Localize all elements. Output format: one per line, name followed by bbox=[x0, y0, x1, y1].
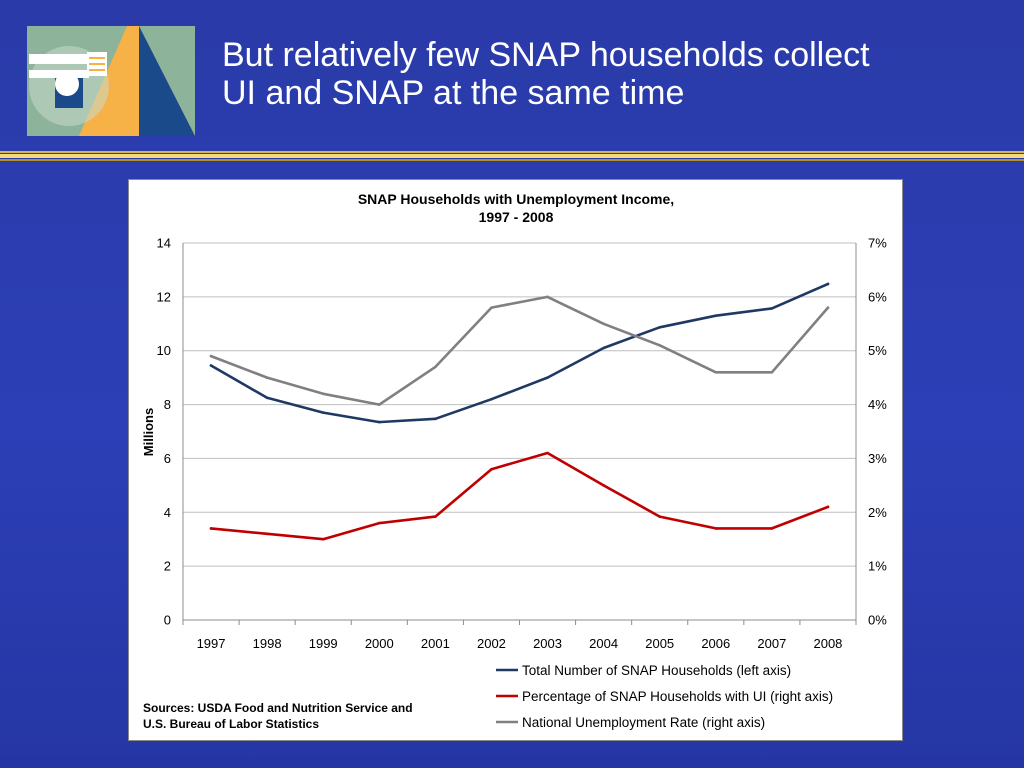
x-axis-tick-label: 2000 bbox=[365, 636, 394, 651]
legend-label: Percentage of SNAP Households with UI (r… bbox=[522, 689, 833, 704]
data-point bbox=[658, 515, 662, 518]
series-lines bbox=[209, 282, 830, 541]
data-point bbox=[826, 282, 830, 286]
x-axis-tick-label: 2006 bbox=[701, 636, 730, 651]
x-axis-tick-label: 2008 bbox=[813, 636, 842, 651]
data-point bbox=[770, 370, 774, 374]
data-point bbox=[602, 322, 605, 326]
right-axis-tick-label: 6% bbox=[868, 289, 887, 304]
left-axis-tick-label: 2 bbox=[164, 559, 171, 574]
data-point bbox=[377, 420, 381, 424]
data-point bbox=[490, 306, 493, 309]
data-point bbox=[209, 354, 213, 358]
right-axis-tick-label: 1% bbox=[868, 559, 887, 574]
data-point bbox=[434, 365, 437, 369]
data-point bbox=[826, 505, 830, 509]
left-axis-tick-label: 10 bbox=[157, 343, 171, 358]
data-point bbox=[321, 392, 325, 396]
x-axis-tick-label: 2002 bbox=[477, 636, 506, 651]
data-point bbox=[602, 346, 605, 350]
data-point bbox=[602, 484, 605, 487]
right-axis-tick-label: 0% bbox=[868, 613, 887, 628]
data-point bbox=[490, 397, 493, 401]
data-point bbox=[265, 532, 269, 536]
x-axis-tick-label: 1999 bbox=[309, 636, 338, 651]
right-axis-tick-label: 5% bbox=[868, 343, 887, 358]
data-point bbox=[658, 344, 662, 347]
data-point bbox=[714, 314, 718, 318]
source-note-line-2: U.S. Bureau of Labor Statistics bbox=[143, 717, 319, 731]
x-axis-tick-label: 2004 bbox=[589, 636, 618, 651]
right-axis-tick-label: 3% bbox=[868, 451, 887, 466]
x-axis-tick-label: 2001 bbox=[421, 636, 450, 651]
data-point bbox=[546, 376, 549, 379]
y-axis-label: Millions bbox=[141, 408, 156, 456]
data-point bbox=[321, 537, 325, 541]
slide-title-line-2: UI and SNAP at the same time bbox=[222, 74, 685, 112]
left-axis-tick-label: 4 bbox=[164, 505, 171, 520]
data-point bbox=[770, 527, 774, 530]
chart-title-line-1: SNAP Households with Unemployment Income… bbox=[358, 191, 674, 207]
axes: 0 2 4 6 8 10 12 14 0% 1% 2% 3% 4% 5% 6% 7% 1997 1998 1999 2… bbox=[157, 236, 888, 652]
data-point bbox=[490, 467, 493, 471]
left-axis-tick-label: 0 bbox=[164, 613, 171, 628]
data-point bbox=[209, 527, 213, 530]
legend-label: National Unemployment Rate (right axis) bbox=[522, 715, 765, 730]
left-axis-tick-label: 14 bbox=[157, 236, 171, 251]
left-axis-tick-label: 6 bbox=[164, 451, 171, 466]
gridlines bbox=[183, 242, 856, 621]
x-axis-tick-label: 1998 bbox=[253, 636, 282, 651]
right-axis-tick-label: 4% bbox=[868, 397, 887, 412]
data-point bbox=[546, 451, 549, 455]
logo bbox=[27, 26, 195, 136]
left-axis-tick-label: 12 bbox=[157, 289, 171, 304]
x-axis-tick-label: 2007 bbox=[757, 636, 786, 651]
source-note-line-1: Sources: USDA Food and Nutrition Service… bbox=[143, 701, 413, 715]
data-point bbox=[377, 403, 381, 406]
series-line bbox=[209, 282, 830, 424]
chart-panel: SNAP Households with Unemployment Income… bbox=[128, 179, 903, 741]
line-chart: SNAP Households with Unemployment Income… bbox=[141, 191, 888, 731]
data-point bbox=[377, 521, 381, 525]
data-point bbox=[714, 370, 718, 374]
right-axis-tick-label: 2% bbox=[868, 505, 887, 520]
legend-label: Total Number of SNAP Households (left ax… bbox=[522, 663, 791, 678]
data-point bbox=[434, 417, 437, 421]
chart-title-line-2: 1997 - 2008 bbox=[479, 209, 554, 225]
title-divider bbox=[0, 151, 1024, 163]
x-axis-tick-label: 2005 bbox=[645, 636, 674, 651]
series-line bbox=[209, 295, 830, 406]
legend: Total Number of SNAP Households (left ax… bbox=[496, 663, 833, 730]
data-point bbox=[714, 527, 718, 530]
data-point bbox=[434, 515, 437, 518]
left-axis-tick-label: 8 bbox=[164, 397, 171, 412]
series-line bbox=[209, 451, 830, 541]
data-point bbox=[826, 306, 830, 309]
right-axis-tick-label: 7% bbox=[868, 236, 887, 251]
data-point bbox=[658, 325, 662, 329]
data-point bbox=[209, 364, 213, 367]
x-axis-tick-label: 2003 bbox=[533, 636, 562, 651]
data-point bbox=[265, 396, 269, 400]
slide-title: But relatively few SNAP households colle… bbox=[222, 36, 1012, 112]
data-point bbox=[546, 295, 549, 299]
data-point bbox=[265, 376, 269, 379]
data-point bbox=[321, 411, 325, 414]
data-point bbox=[770, 307, 774, 310]
x-axis-tick-label: 1997 bbox=[197, 636, 226, 651]
slide-title-line-1: But relatively few SNAP households colle… bbox=[222, 36, 870, 74]
